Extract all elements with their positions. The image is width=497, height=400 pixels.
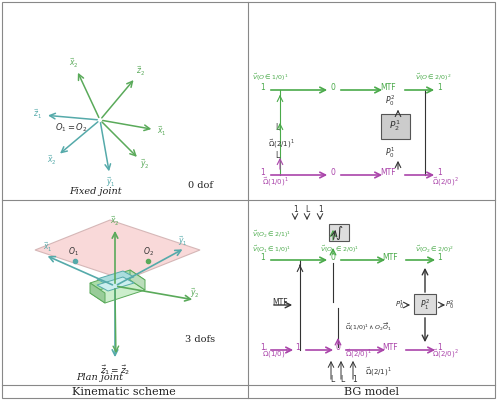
Text: MTF: MTF <box>380 83 396 92</box>
Text: $\vec{z}_1 = \vec{z}_2$: $\vec{z}_1 = \vec{z}_2$ <box>100 363 130 377</box>
Text: $\vec{y}_1$: $\vec{y}_1$ <box>178 234 188 248</box>
Text: $\vec{\Omega}(2/1)^1$: $\vec{\Omega}(2/1)^1$ <box>365 366 392 378</box>
Text: $\vec{V}(O_2 \in 2/0)^2$: $\vec{V}(O_2 \in 2/0)^2$ <box>415 244 454 255</box>
Text: 1: 1 <box>260 253 265 262</box>
Text: BG model: BG model <box>343 387 399 397</box>
Polygon shape <box>90 283 105 303</box>
Text: $\vec{V}(O_2 \in 2/1)^1$: $\vec{V}(O_2 \in 2/1)^1$ <box>252 229 291 240</box>
Text: $\vec{V}(O \in 1/0)^1$: $\vec{V}(O \in 1/0)^1$ <box>252 72 288 83</box>
Text: $P_0^2$: $P_0^2$ <box>385 93 395 108</box>
Text: $\vec{x}_1$: $\vec{x}_1$ <box>43 241 53 254</box>
Text: $\vec{\Omega}(1/0)^1 \wedge \overrightarrow{O_2O_1}$: $\vec{\Omega}(1/0)^1 \wedge \overrightar… <box>345 320 392 333</box>
Polygon shape <box>130 270 145 290</box>
Text: $\vec{y}_2$: $\vec{y}_2$ <box>190 286 200 300</box>
Text: $\vec{x}_2$: $\vec{x}_2$ <box>47 154 57 167</box>
Polygon shape <box>97 277 134 291</box>
Text: $P_0^1$: $P_0^1$ <box>395 298 405 312</box>
FancyBboxPatch shape <box>381 114 410 138</box>
Text: 1: 1 <box>352 375 357 384</box>
Text: $\vec{\Omega}(1/0)^1$: $\vec{\Omega}(1/0)^1$ <box>262 176 289 188</box>
Text: $O_2$: $O_2$ <box>143 246 154 258</box>
Text: 0: 0 <box>335 343 340 352</box>
Text: Plan joint: Plan joint <box>77 374 123 382</box>
Text: 1: 1 <box>296 343 300 352</box>
Text: 0: 0 <box>331 168 335 177</box>
FancyBboxPatch shape <box>414 294 436 314</box>
Text: $\vec{\Omega}(1/0)^1$: $\vec{\Omega}(1/0)^1$ <box>262 348 289 360</box>
Text: $\vec{x}_2$: $\vec{x}_2$ <box>110 214 120 228</box>
Text: $\vec{x}_2$: $\vec{x}_2$ <box>69 56 78 70</box>
Text: $\vec{\Omega}(2/0)^2$: $\vec{\Omega}(2/0)^2$ <box>432 348 459 360</box>
Text: $\vec{\Omega}(2/0)^2$: $\vec{\Omega}(2/0)^2$ <box>432 176 459 188</box>
Polygon shape <box>90 270 145 293</box>
Text: L: L <box>330 375 334 384</box>
Text: $\vec{\Omega}(2/1)^1$: $\vec{\Omega}(2/1)^1$ <box>268 138 295 150</box>
Text: $P_0^1$: $P_0^1$ <box>385 144 395 160</box>
Text: L: L <box>275 123 279 132</box>
Text: $\vec{z}_1$: $\vec{z}_1$ <box>33 108 42 121</box>
Text: 0 dof: 0 dof <box>187 180 213 190</box>
Text: MTF: MTF <box>380 168 396 177</box>
Text: $O_1 = O_2$: $O_1 = O_2$ <box>55 121 87 134</box>
Text: 0: 0 <box>331 253 335 262</box>
Text: MTF: MTF <box>272 298 288 307</box>
Text: $\int$: $\int$ <box>335 224 343 242</box>
FancyBboxPatch shape <box>329 224 349 241</box>
Text: MTF: MTF <box>382 343 398 352</box>
Polygon shape <box>35 220 200 280</box>
Text: $P_2^1$: $P_2^1$ <box>389 118 401 134</box>
Text: $P_0^2$: $P_0^2$ <box>445 298 455 312</box>
Text: $\vec{\Omega}(2/0)^1$: $\vec{\Omega}(2/0)^1$ <box>345 348 372 360</box>
Text: 1: 1 <box>438 168 442 177</box>
Text: 1: 1 <box>260 343 265 352</box>
Text: $\vec{y}_1$: $\vec{y}_1$ <box>106 175 116 189</box>
Text: $\vec{V}(O_1 \in 2/0)^1$: $\vec{V}(O_1 \in 2/0)^1$ <box>320 244 359 255</box>
Text: Fixed joint: Fixed joint <box>69 188 121 196</box>
Text: MTF: MTF <box>382 253 398 262</box>
Text: $\vec{V}(O_1 \in 1/0)^1$: $\vec{V}(O_1 \in 1/0)^1$ <box>252 244 291 255</box>
Text: $O_1$: $O_1$ <box>68 246 79 258</box>
Text: L: L <box>305 205 309 214</box>
Text: L: L <box>340 375 344 384</box>
Text: 1: 1 <box>438 83 442 92</box>
Text: $P_1^2$: $P_1^2$ <box>420 298 430 312</box>
Text: Kinematic scheme: Kinematic scheme <box>72 387 176 397</box>
Text: 1: 1 <box>438 343 442 352</box>
Text: $\vec{z}_2$: $\vec{z}_2$ <box>136 65 145 78</box>
Text: 1: 1 <box>293 205 298 214</box>
Text: 1: 1 <box>318 205 323 214</box>
Polygon shape <box>97 271 134 285</box>
Text: L: L <box>275 151 279 160</box>
Text: 0: 0 <box>331 83 335 92</box>
Text: $\vec{y}_2$: $\vec{y}_2$ <box>140 158 150 172</box>
Text: $\vec{x}_1$: $\vec{x}_1$ <box>157 124 167 138</box>
Text: 1: 1 <box>260 83 265 92</box>
Text: 1: 1 <box>260 168 265 177</box>
Text: 1: 1 <box>438 253 442 262</box>
Text: 3 dofs: 3 dofs <box>185 336 215 344</box>
Polygon shape <box>90 280 145 303</box>
Text: $\vec{V}(O \in 2/0)^2$: $\vec{V}(O \in 2/0)^2$ <box>415 72 451 83</box>
